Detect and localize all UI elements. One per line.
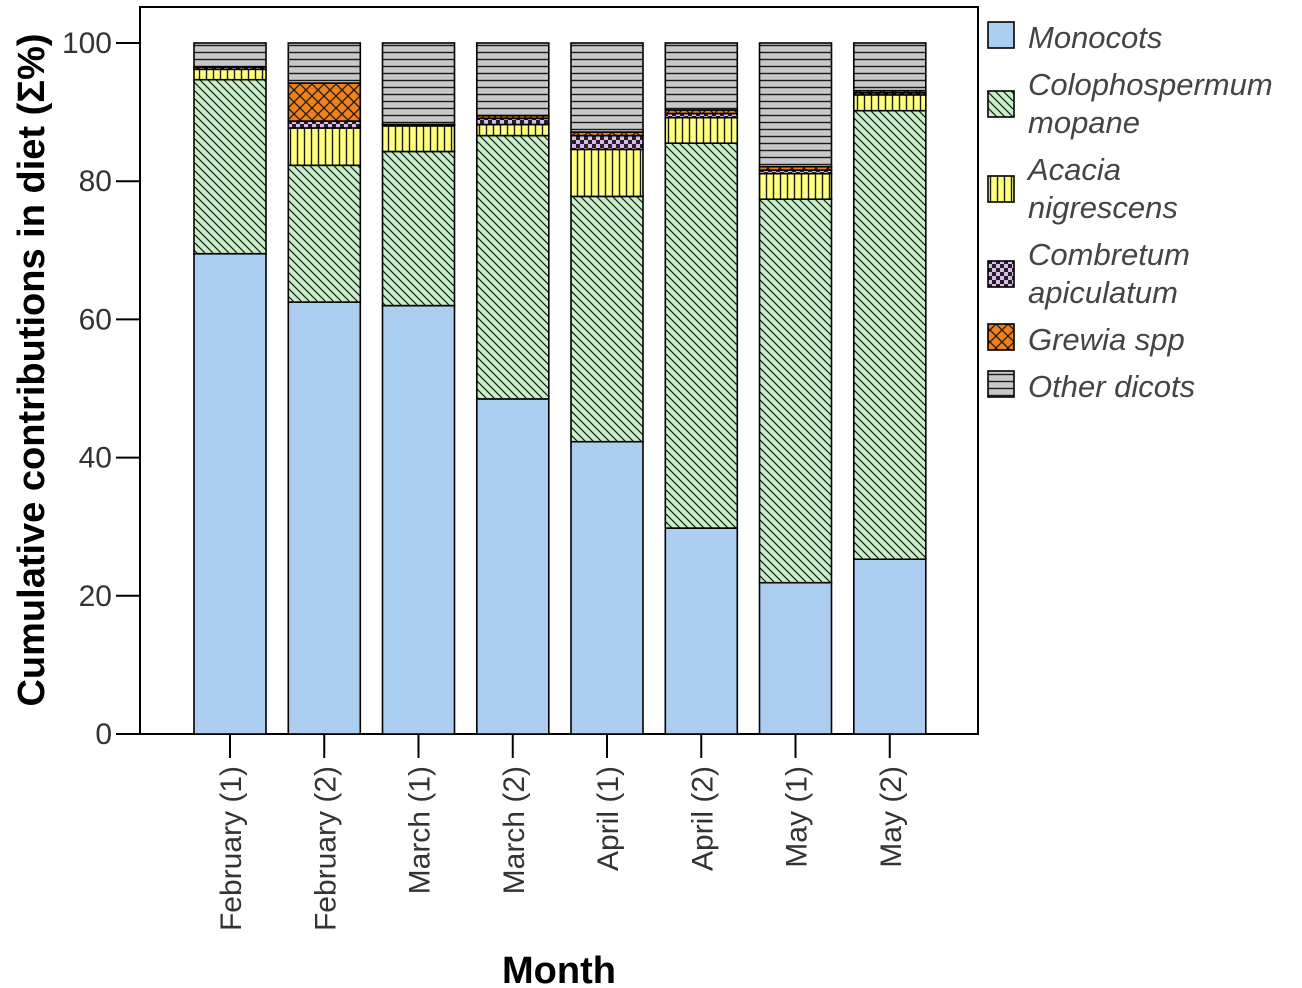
bar-segment-april-1-combretum-apiculatum — [570, 134, 644, 151]
bar-segment-march-1-acacia-nigrescens — [381, 125, 456, 153]
bar-segment-march-2-colophospermum-mopane — [475, 134, 550, 400]
bar-segment-april-1-monocots — [570, 440, 644, 735]
bar-segment-march-2-other-dicots — [475, 42, 550, 117]
bar-segment-may-1-colophospermum-mopane — [758, 198, 833, 584]
legend-item-other-dicots: Other dicots — [987, 369, 1195, 404]
bar-segment-february-2-combretum-apiculatum — [287, 120, 362, 129]
legend-label: Colophospermum — [1028, 67, 1273, 102]
legend-label: mopane — [1028, 105, 1140, 140]
legend-label: apiculatum — [1028, 275, 1178, 310]
bar-segment-april-1-colophospermum-mopane — [570, 195, 644, 443]
x-tick-label: March (2) — [498, 766, 531, 894]
x-tick-label: May (1) — [781, 766, 814, 868]
bar-segment-march-2-acacia-nigrescens — [475, 123, 550, 137]
x-tick-label: April (2) — [686, 766, 719, 871]
bar-segment-april-2-colophospermum-mopane — [664, 142, 739, 529]
legend-swatch — [987, 21, 1015, 49]
y-axis-title: Cumulative contributions in diet (Σ%) — [11, 33, 53, 706]
bar-segment-february-2-acacia-nigrescens — [287, 127, 362, 167]
bar-segment-april-1-other-dicots — [570, 42, 644, 133]
legend-swatch — [987, 90, 1015, 118]
legend-item-grewia-spp: Grewia spp — [987, 322, 1185, 357]
bar-segment-may-1-other-dicots — [758, 42, 833, 168]
bar-segment-may-2-monocots — [852, 558, 927, 735]
x-tick-label: February (1) — [215, 766, 248, 931]
bar-segment-may-2-acacia-nigrescens — [852, 94, 927, 112]
y-tick-label: 60 — [79, 303, 112, 336]
legend-label: Combretum — [1028, 237, 1190, 272]
bar-segment-april-2-acacia-nigrescens — [664, 116, 739, 144]
y-tick-label: 20 — [79, 580, 112, 613]
x-tick-label: March (1) — [404, 766, 437, 894]
bar-segment-february-1-other-dicots — [193, 42, 267, 69]
y-tick-label: 0 — [95, 718, 112, 751]
y-tick-label: 100 — [62, 27, 112, 60]
legend-label: nigrescens — [1028, 190, 1178, 225]
x-axis-title: Month — [502, 950, 616, 988]
legend-swatch — [987, 260, 1015, 288]
legend-label: Acacia — [1026, 152, 1121, 187]
legend-swatch — [987, 370, 1015, 398]
bar-segment-march-2-combretum-apiculatum — [475, 117, 550, 126]
bar-segment-february-1-acacia-nigrescens — [193, 68, 267, 81]
bar-segment-april-2-other-dicots — [664, 42, 739, 111]
bar-segment-february-2-colophospermum-mopane — [287, 164, 362, 303]
bar-segment-february-1-colophospermum-mopane — [193, 78, 267, 255]
bar-segment-march-2-monocots — [475, 398, 550, 735]
x-tick-label: May (2) — [875, 766, 908, 868]
legend-swatch — [987, 175, 1015, 203]
x-tick-label: February (2) — [309, 766, 342, 931]
bar-segment-february-1-monocots — [193, 253, 267, 735]
legend-label: Grewia spp — [1028, 322, 1185, 357]
bar-segment-may-1-acacia-nigrescens — [758, 172, 833, 201]
bar-segment-april-1-acacia-nigrescens — [570, 148, 644, 198]
x-tick-label: April (1) — [592, 766, 625, 871]
bar-segment-march-1-monocots — [381, 304, 456, 735]
y-tick-label: 40 — [79, 442, 112, 475]
legend-label: Monocots — [1028, 20, 1162, 55]
y-tick-label: 80 — [79, 165, 112, 198]
bar-segment-april-2-monocots — [664, 527, 739, 735]
legend-label: Other dicots — [1028, 369, 1195, 404]
bar-segment-may-2-other-dicots — [852, 42, 927, 92]
legend-swatch — [987, 323, 1015, 351]
bar-segment-march-1-other-dicots — [381, 42, 456, 126]
legend-item-monocots: Monocots — [987, 20, 1162, 55]
bar-segment-may-1-monocots — [758, 581, 833, 735]
y-axis: 0 20 40 60 80 100 — [62, 27, 140, 751]
bars-group — [193, 42, 927, 735]
bar-segment-march-1-colophospermum-mopane — [381, 150, 456, 307]
bar-segment-february-2-grewia-spp — [287, 82, 362, 122]
x-axis: February (1) February (2) March (1) March (… — [215, 734, 908, 931]
bar-segment-may-2-colophospermum-mopane — [852, 109, 927, 560]
plot-area-frame — [139, 6, 979, 735]
bar-segment-february-2-other-dicots — [287, 42, 362, 84]
bar-segment-february-2-monocots — [287, 301, 362, 735]
